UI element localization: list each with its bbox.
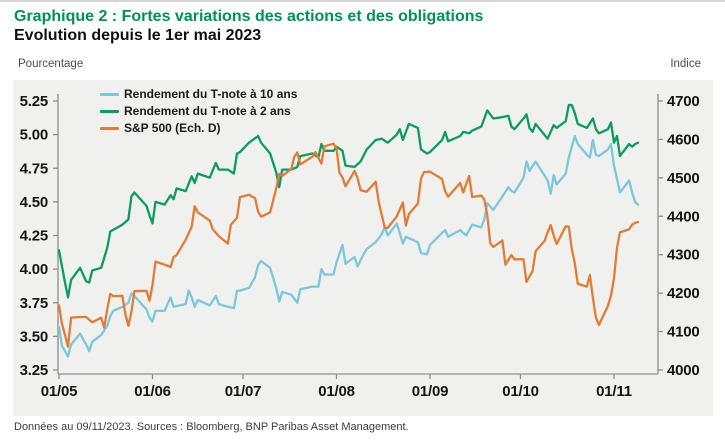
legend-label: Rendement du T-note à 10 ans xyxy=(124,87,298,101)
svg-text:3.75: 3.75 xyxy=(20,295,48,312)
svg-text:5.25: 5.25 xyxy=(20,93,48,110)
svg-text:5.00: 5.00 xyxy=(20,127,48,144)
legend-item-t-note-2-ans: Rendement du T-note à 2 ans xyxy=(100,104,297,118)
page-title: Graphique 2 : Fortes variations des acti… xyxy=(14,8,484,25)
svg-text:4.75: 4.75 xyxy=(20,160,48,177)
chart-panel: 5.25 5.00 4.75 4.50 4.25 4.00 3.75 3.50 3.25 4700… xyxy=(13,80,713,416)
legend-item-t-note-10-ans: Rendement du T-note à 10 ans xyxy=(100,87,297,101)
svg-text:01/10: 01/10 xyxy=(502,383,539,400)
svg-text:01/06: 01/06 xyxy=(134,383,171,400)
svg-text:4500: 4500 xyxy=(667,170,700,187)
legend-swatch-orange xyxy=(100,126,119,130)
svg-text:4600: 4600 xyxy=(667,131,700,148)
svg-text:01/07: 01/07 xyxy=(225,383,262,400)
right-axis-unit-label: Indice xyxy=(670,58,701,70)
chart-legend: Rendement du T-note à 10 ans Rendement d… xyxy=(100,87,297,135)
svg-text:4.25: 4.25 xyxy=(20,228,48,245)
svg-text:4700: 4700 xyxy=(667,93,700,110)
svg-text:4.50: 4.50 xyxy=(20,194,48,211)
svg-text:4400: 4400 xyxy=(667,208,700,225)
svg-text:4300: 4300 xyxy=(667,247,700,264)
source-note: Données au 09/11/2023. Sources : Bloombe… xyxy=(14,421,409,433)
svg-text:4000: 4000 xyxy=(667,362,700,379)
legend-label: S&P 500 (Ech. D) xyxy=(124,121,221,135)
legend-label: Rendement du T-note à 2 ans xyxy=(124,104,291,118)
svg-text:01/09: 01/09 xyxy=(412,383,449,400)
legend-swatch-blue xyxy=(100,92,119,96)
chart-canvas: 5.25 5.00 4.75 4.50 4.25 4.00 3.75 3.50 3.25 4700… xyxy=(20,93,700,400)
legend-swatch-green xyxy=(100,109,119,113)
svg-text:3.25: 3.25 xyxy=(20,362,48,379)
svg-text:01/11: 01/11 xyxy=(596,383,632,400)
legend-item-sp500: S&P 500 (Ech. D) xyxy=(100,121,297,135)
left-axis-unit-label: Pourcentage xyxy=(18,58,84,70)
svg-text:4100: 4100 xyxy=(667,324,700,341)
svg-text:4200: 4200 xyxy=(667,285,700,302)
svg-text:3.50: 3.50 xyxy=(20,328,48,345)
svg-text:4.00: 4.00 xyxy=(20,261,48,278)
svg-text:01/08: 01/08 xyxy=(318,383,355,400)
svg-text:01/05: 01/05 xyxy=(41,383,78,400)
page-subtitle: Evolution depuis le 1er mai 2023 xyxy=(14,27,262,44)
